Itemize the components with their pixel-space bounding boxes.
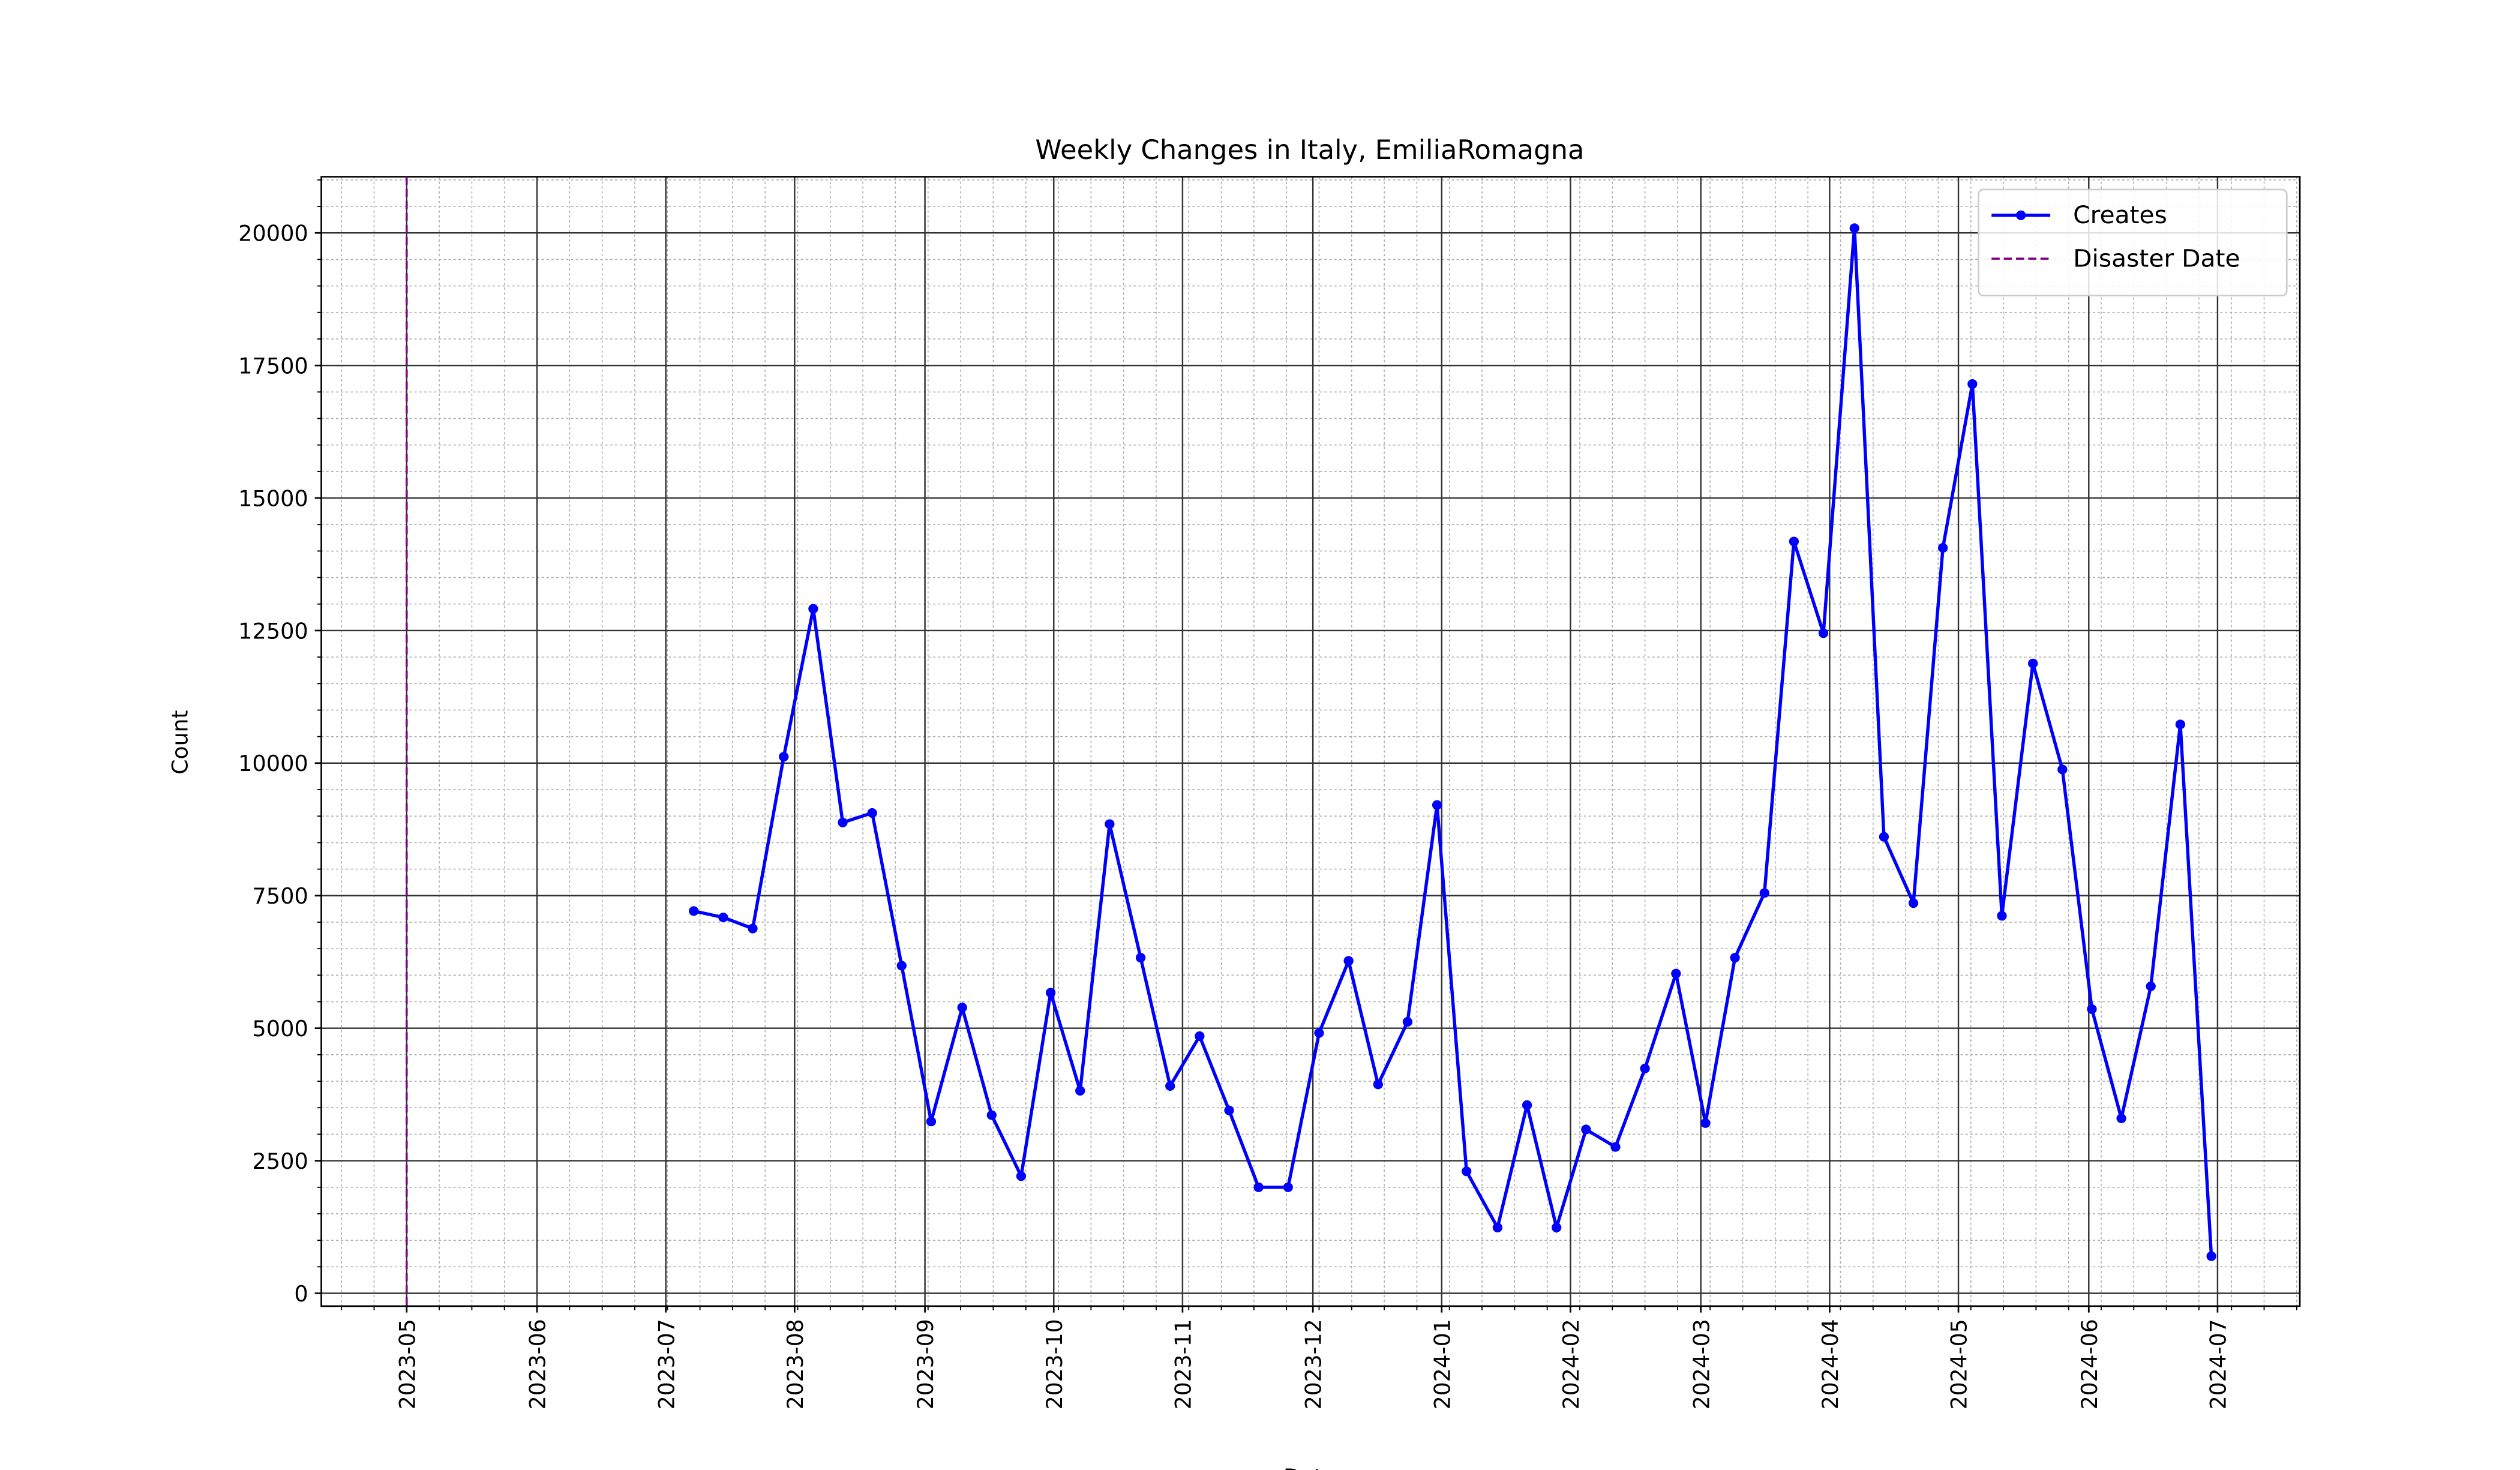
y-tick-label: 7500 — [252, 883, 308, 909]
x-tick-label: 2023-08 — [782, 1319, 808, 1409]
data-point — [779, 752, 789, 762]
data-point — [689, 906, 699, 916]
legend-label: Disaster Date — [2073, 244, 2240, 273]
data-point — [1165, 1081, 1175, 1091]
data-point — [838, 817, 848, 827]
y-tick-label: 17500 — [238, 353, 308, 379]
data-point — [986, 1110, 997, 1120]
legend-label: Creates — [2073, 200, 2167, 229]
data-point — [1879, 832, 1889, 842]
x-tick-label: 2024-01 — [1429, 1319, 1455, 1409]
data-point — [2175, 719, 2186, 730]
y-tick-label: 12500 — [238, 619, 308, 644]
data-point — [1343, 956, 1354, 966]
data-point — [1700, 1118, 1711, 1128]
data-point — [896, 961, 907, 971]
data-point — [1759, 888, 1769, 898]
data-point — [926, 1117, 937, 1127]
data-point — [1432, 800, 1442, 810]
x-tick-label: 2023-11 — [1170, 1319, 1196, 1409]
data-point — [1522, 1100, 1532, 1110]
data-point — [1224, 1105, 1234, 1115]
data-point — [718, 912, 728, 923]
data-point — [1908, 898, 1919, 908]
data-point — [2057, 764, 2068, 775]
data-point — [1730, 953, 1740, 963]
x-tick-label: 2023-12 — [1300, 1319, 1326, 1409]
data-point — [2116, 1113, 2126, 1123]
data-point — [1402, 1017, 1413, 1027]
x-tick-label: 2023-05 — [394, 1319, 420, 1409]
x-tick-label: 2023-06 — [524, 1319, 550, 1409]
data-point — [1967, 379, 1978, 389]
legend-box — [1978, 188, 2288, 297]
y-tick-label: 5000 — [252, 1016, 308, 1042]
data-point — [1492, 1222, 1503, 1232]
x-tick-label: 2024-04 — [1817, 1319, 1843, 1409]
data-point — [1552, 1222, 1562, 1232]
data-point — [1045, 988, 1056, 998]
chart-title: Weekly Changes in Italy, EmiliaRomagna — [1035, 135, 1584, 166]
data-point — [1671, 968, 1681, 979]
data-point — [1314, 1028, 1324, 1038]
y-tick-label: 0 — [294, 1281, 308, 1307]
x-tick-label: 2023-10 — [1042, 1319, 1067, 1409]
data-point — [808, 604, 818, 614]
data-point — [1105, 819, 1115, 829]
x-tick-label: 2024-06 — [2077, 1319, 2102, 1409]
data-point — [1283, 1182, 1293, 1192]
data-point — [1938, 543, 1948, 553]
data-line — [693, 228, 2213, 1256]
data-point — [1640, 1063, 1650, 1073]
data-point — [1135, 953, 1146, 963]
data-point — [1610, 1142, 1621, 1152]
x-tick-label: 2024-05 — [1946, 1319, 1972, 1409]
data-point — [1789, 536, 1799, 547]
data-point — [1075, 1085, 1085, 1096]
data-point — [1373, 1079, 1383, 1090]
x-tick-label: 2023-07 — [653, 1319, 679, 1409]
x-tick-label: 2024-03 — [1688, 1319, 1714, 1409]
x-axis-label: Date — [1283, 1464, 1336, 1470]
data-point — [1997, 911, 2007, 921]
data-point — [1849, 223, 1859, 233]
data-point — [2146, 981, 2156, 991]
x-tick-label: 2024-07 — [2205, 1319, 2231, 1409]
data-point — [957, 1003, 967, 1013]
data-point — [867, 808, 877, 818]
data-point — [1818, 628, 1829, 638]
y-tick-label: 2500 — [252, 1148, 308, 1174]
y-tick-label: 20000 — [238, 221, 308, 247]
data-point — [1253, 1182, 1264, 1192]
x-tick-label: 2023-09 — [913, 1319, 938, 1409]
data-point — [748, 923, 758, 934]
legend: Creates Disaster Date — [1978, 188, 2288, 297]
legend-marker — [2016, 210, 2026, 220]
x-tick-label: 2024-02 — [1558, 1319, 1584, 1409]
data-point — [1581, 1124, 1591, 1135]
y-axis-label: Count — [167, 710, 193, 774]
data-point — [2087, 1004, 2097, 1014]
data-point — [1462, 1166, 1472, 1177]
data-point — [1195, 1031, 1205, 1041]
plot-frame — [320, 176, 2301, 1307]
y-tick-label: 15000 — [238, 486, 308, 512]
data-point — [2206, 1251, 2216, 1261]
data-point — [2028, 658, 2038, 668]
y-tick-label: 10000 — [238, 751, 308, 776]
data-point — [1016, 1171, 1027, 1181]
